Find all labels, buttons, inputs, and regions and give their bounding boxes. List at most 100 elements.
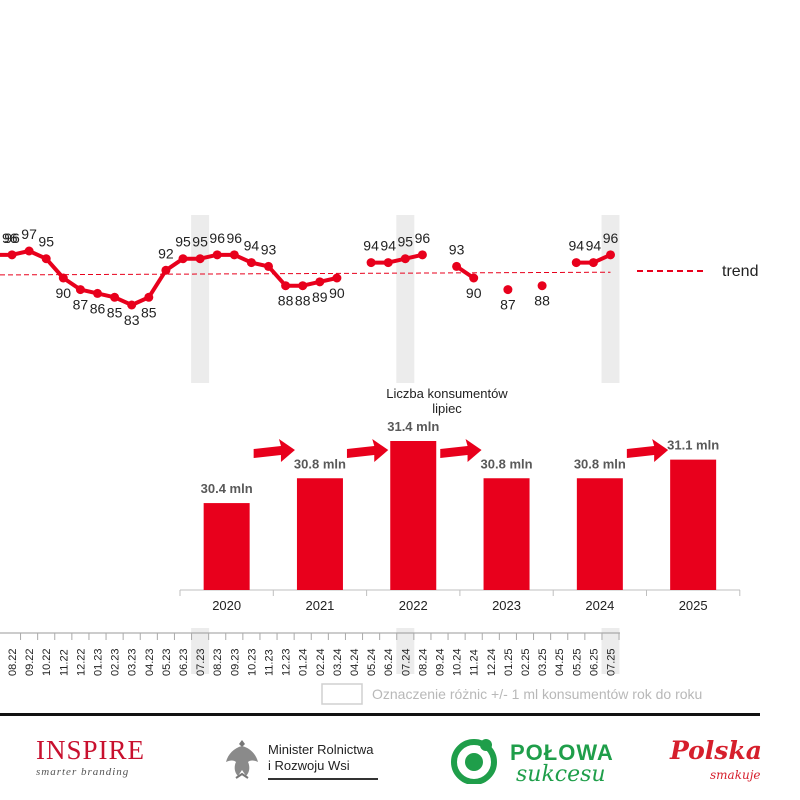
series-point: [110, 292, 120, 302]
polowa-subtitle: sukcesu: [516, 762, 606, 787]
point-label: 90: [56, 285, 72, 301]
x-tick-label: 12.23: [281, 648, 293, 676]
point-label: 95: [175, 234, 191, 250]
point-label: 94: [380, 238, 396, 254]
point-label: 96: [209, 230, 225, 246]
point-label: 90: [466, 285, 482, 301]
x-tick-label: 06.25: [588, 648, 600, 676]
series-point: [7, 250, 17, 260]
series-point: [400, 254, 410, 264]
trend-line-path: [0, 271, 611, 276]
bar-category-label: 2020: [212, 598, 241, 613]
x-tick-label: 09.24: [435, 648, 447, 676]
ministry-line-1: Minister Rolnictwa: [268, 742, 374, 757]
series-point: [93, 288, 102, 298]
x-tick-label: 08.23: [212, 648, 224, 676]
x-axis-ticks: 08.22 09.22 10.22 11.22 12.22 01.23 02.23 03.23…: [7, 633, 620, 676]
point-label: 88: [278, 293, 294, 309]
point-label: 87: [500, 297, 516, 313]
ministry-underline: [268, 778, 378, 780]
x-tick-label: 04.24: [349, 648, 361, 676]
bar: [670, 459, 717, 590]
bar-value-label: 31.1 mln: [667, 438, 719, 453]
trend-line: [0, 271, 611, 276]
x-tick-label: 08.24: [417, 648, 429, 676]
x-tick-label: 04.25: [554, 648, 566, 676]
point-label: 97: [21, 226, 37, 242]
bar: [296, 478, 343, 590]
bar-category-label: 2023: [492, 598, 521, 613]
series-point: [195, 254, 205, 264]
bar-value-label: 30.8 mln: [294, 456, 346, 471]
x-tick-label: 08.22: [7, 648, 19, 676]
bar-value-label: 30.8 mln: [574, 456, 626, 471]
point-label: 94: [586, 238, 602, 254]
ministry-line-2: i Rozwoju Wsi: [268, 758, 350, 773]
x-tick-label: 10.24: [452, 648, 464, 676]
bar-category-label: 2021: [305, 598, 334, 613]
series-point: [537, 281, 547, 291]
point-label: 85: [141, 304, 157, 320]
series-point: [144, 292, 154, 302]
series-point: [332, 273, 342, 283]
highlight-legend-swatch: [321, 683, 363, 705]
x-tick-label: 02.23: [110, 648, 122, 676]
series-point: [264, 261, 273, 271]
bar-arrow-icon: [346, 439, 389, 462]
point-label: 96: [603, 230, 619, 246]
series-point: [606, 250, 615, 260]
bar-category-label: 2025: [679, 598, 708, 613]
x-tick-label: 07.23: [195, 648, 207, 676]
x-tick-label: 07.25: [606, 648, 618, 676]
point-label: 93: [261, 241, 277, 257]
series-point: [41, 254, 51, 264]
bar-category-label: 2022: [399, 598, 428, 613]
series-point: [161, 265, 171, 275]
series-point: [571, 258, 581, 268]
bar: [483, 478, 530, 590]
bar-chart-background: [180, 408, 742, 590]
point-label: 96: [227, 230, 243, 246]
series-point: [281, 281, 291, 291]
x-tick-label: 06.24: [383, 648, 395, 676]
footer-logos: INSPIRE smarter branding Minister Rolnic…: [0, 722, 800, 800]
legend: trend: [637, 263, 758, 280]
point-label: 89: [312, 289, 328, 305]
series-point: [315, 277, 325, 287]
series-point: [298, 281, 308, 291]
bar-value-label: 30.8 mln: [481, 456, 533, 471]
point-label: 96: [415, 230, 431, 246]
x-tick-label: 03.23: [127, 648, 139, 676]
series-point: [127, 300, 137, 310]
x-tick-label: 04.23: [144, 648, 156, 676]
x-tick-label: 05.24: [366, 648, 378, 676]
point-label: 86: [90, 300, 106, 316]
x-tick-label: 12.22: [75, 648, 87, 676]
ministry-logo: Minister Rolnictwa i Rozwoju Wsi: [224, 736, 404, 786]
point-label: 95: [38, 234, 54, 250]
clover-circle-icon: [451, 739, 497, 784]
highlight-legend-label: Oznaczenie różnic +/- 1 ml konsumentów r…: [372, 686, 702, 702]
bar-arrow-icon: [626, 439, 669, 462]
bar: [390, 441, 437, 590]
series-point: [212, 250, 222, 260]
x-tick-label: 11.24: [469, 649, 481, 676]
series-point: [229, 250, 239, 260]
legend-trend-label: trend: [722, 263, 758, 280]
point-label: 93: [449, 241, 465, 257]
bar-arrow-icon: [253, 439, 295, 462]
x-tick-label: 01.24: [298, 648, 310, 676]
point-label: 90: [329, 285, 345, 301]
bar-value-label: 31.4 mln: [387, 419, 439, 434]
series-point: [383, 258, 393, 268]
point-label: 87: [73, 297, 89, 313]
highlight-band-axis: [191, 628, 210, 674]
x-tick-label: 10.22: [41, 648, 53, 676]
series-point: [75, 285, 85, 295]
point-label: 85: [107, 304, 123, 320]
point-label: 95: [398, 234, 414, 250]
x-tick-label: 01.25: [503, 648, 515, 676]
footer-divider: [0, 713, 760, 716]
bar: [576, 478, 623, 590]
